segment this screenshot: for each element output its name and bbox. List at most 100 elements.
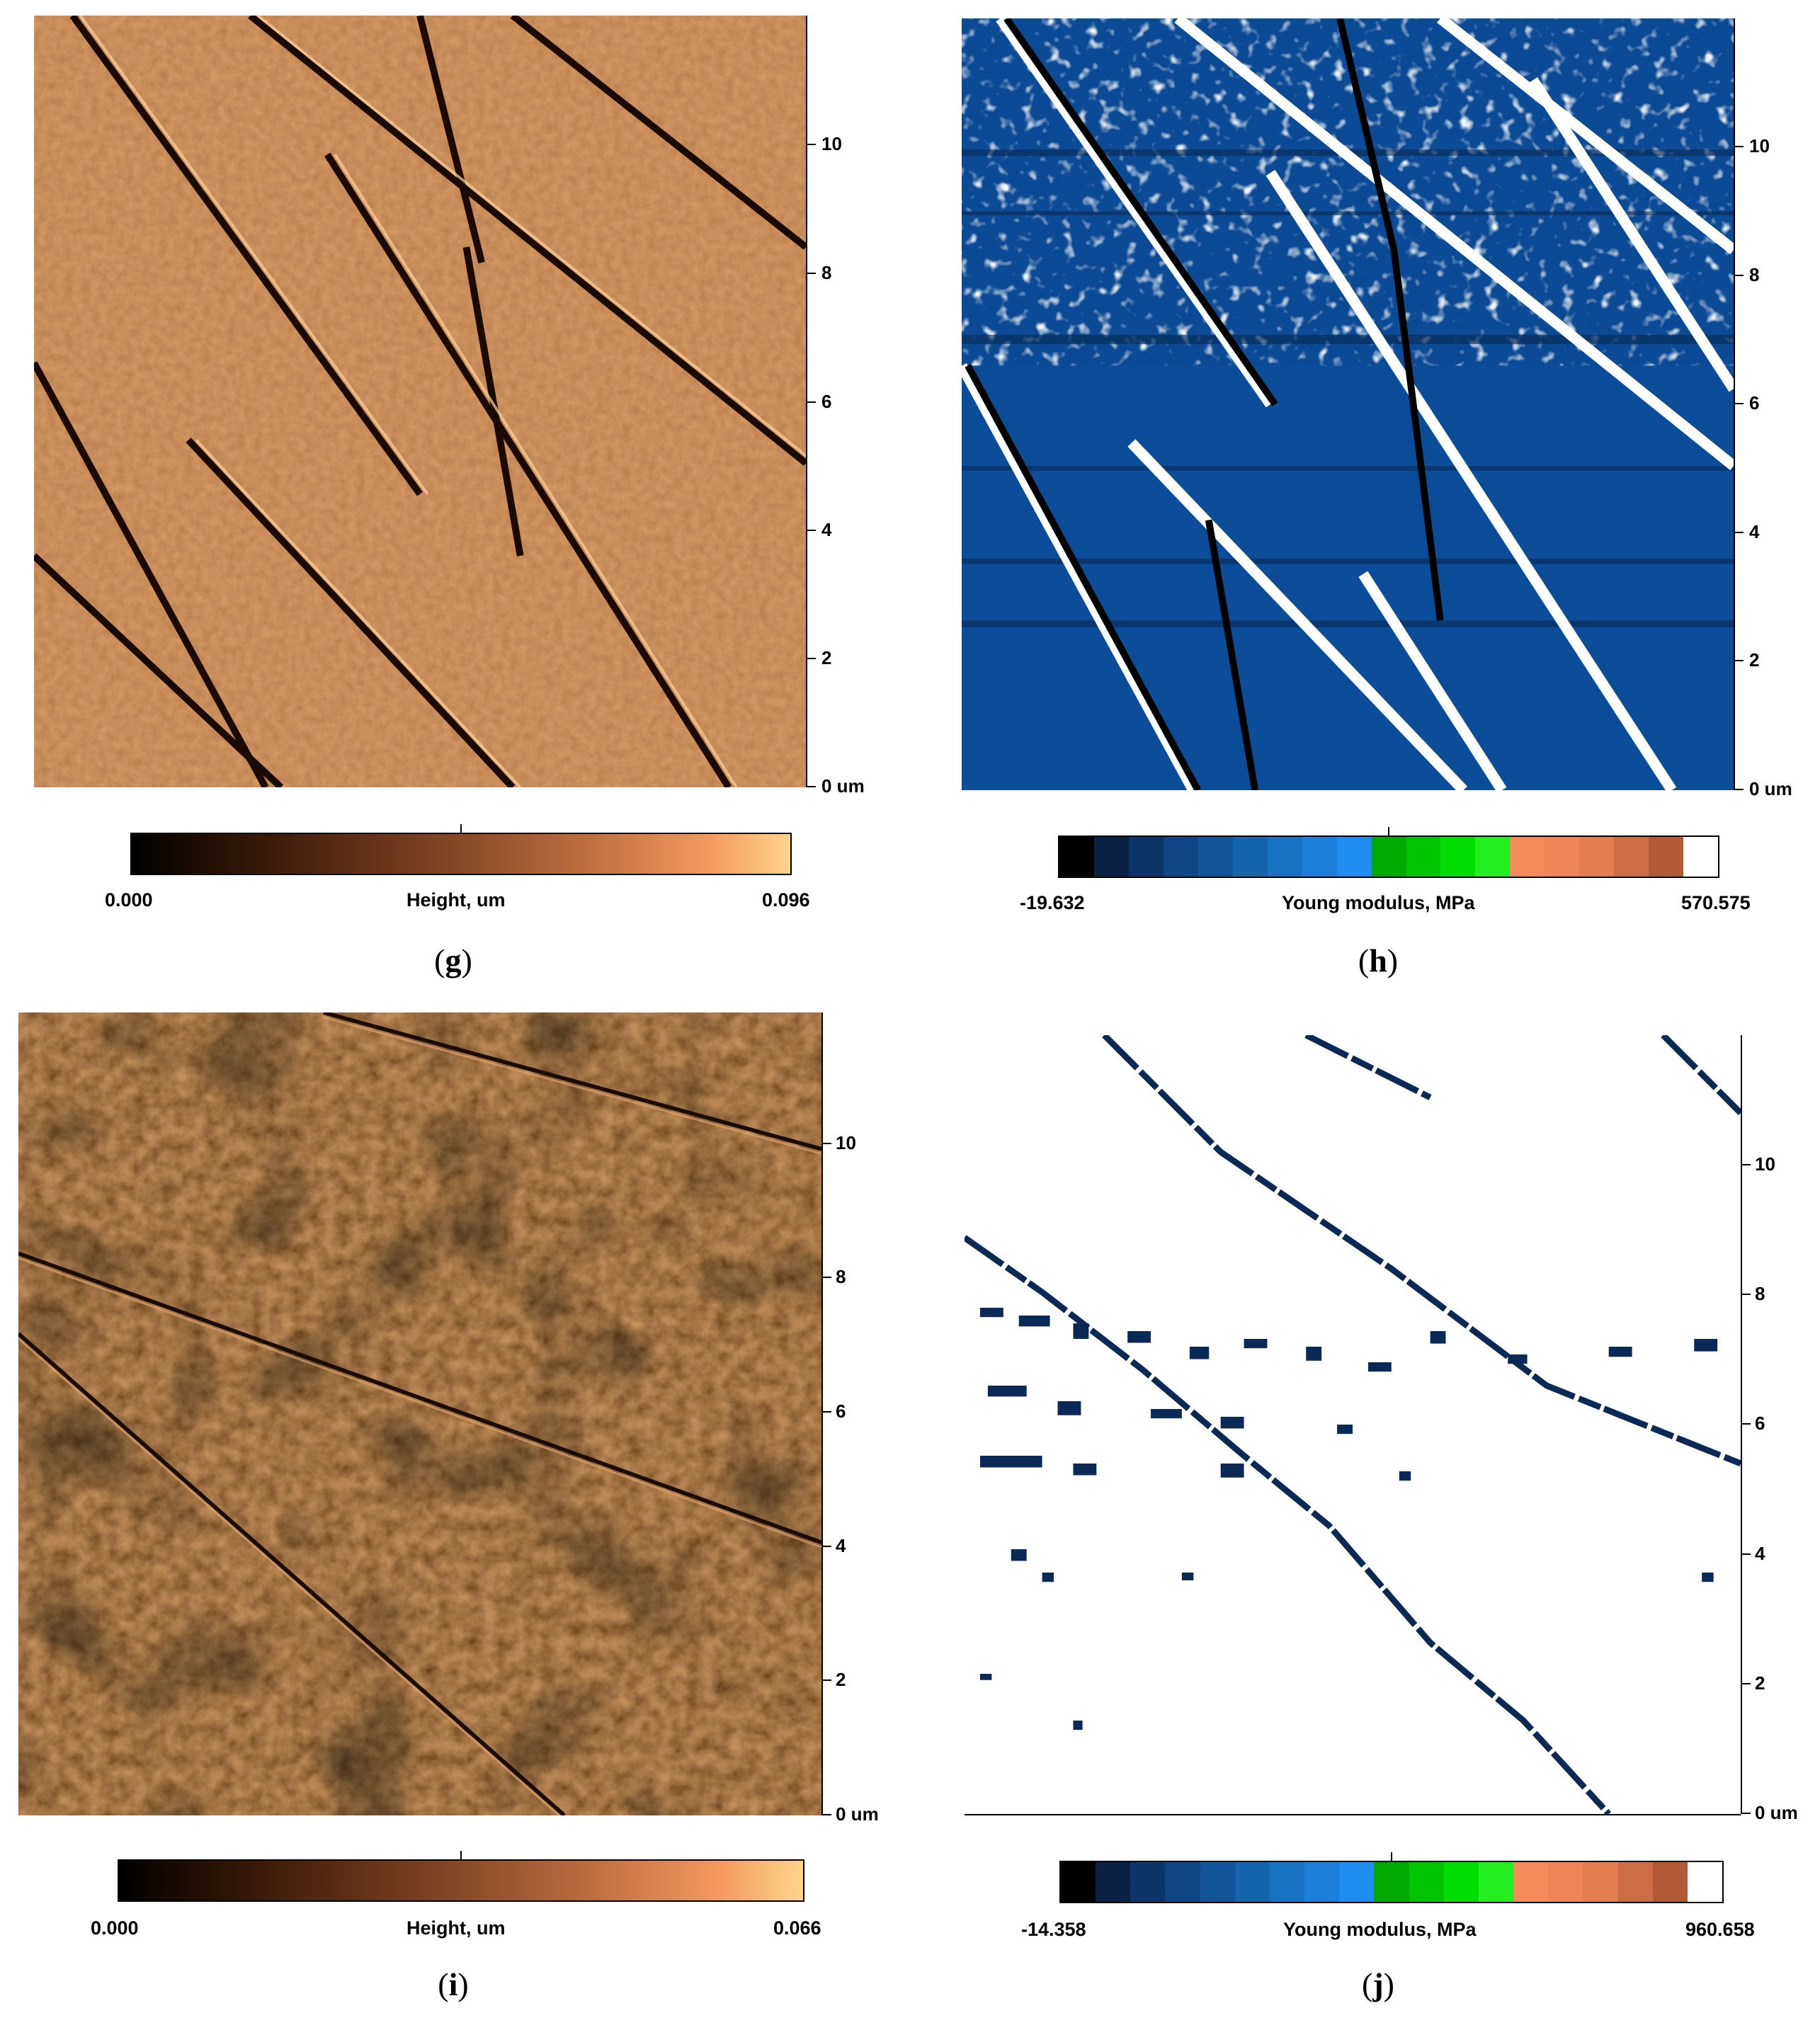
y-axis-i [821,1012,823,1815]
colorbar-min-h: -19.632 [1020,892,1085,913]
y-tick-label-j-0: 0 um [1755,1802,1798,1823]
y-tick-label-g-10: 10 [821,133,842,154]
y-tick-h-4 [1734,532,1744,533]
colorbar-label-i: Height, um [406,1917,506,1939]
y-tick-label-i-6: 6 [836,1401,846,1422]
colorbar-step [1683,837,1719,877]
colorbar-step [1617,1862,1653,1902]
y-tick-label-h-10: 10 [1749,135,1770,156]
colorbar-j [1059,1861,1724,1903]
y-tick-label-j-10: 10 [1755,1153,1775,1175]
colorbar-label-j: Young modulus, MPa [1283,1919,1477,1940]
y-tick-j-4 [1741,1553,1751,1555]
colorbar-step [1475,837,1511,877]
afm-height-image-g [34,16,806,787]
colorbar-g [130,833,792,875]
y-axis-h [1734,18,1735,790]
colorbar-step [1200,1862,1235,1902]
y-tick-label-j-8: 8 [1755,1283,1765,1304]
colorbar-step [1339,1862,1375,1902]
y-tick-g-6 [806,401,816,403]
colorbar-step [1232,837,1268,877]
colorbar-step [1409,1862,1444,1902]
colorbar-step [1304,1862,1340,1902]
colorbar-step [1336,837,1372,877]
colorbar-step [1234,1862,1270,1902]
y-tick-j-8 [1741,1294,1751,1295]
colorbar-step [1130,1862,1166,1902]
colorbar-step [1649,837,1684,877]
colorbar-mid-tick-i [460,1851,462,1861]
colorbar-steps-j [1061,1862,1722,1902]
colorbar-step [1440,837,1476,877]
afm-height-image-i [18,1012,821,1815]
y-tick-g-4 [806,530,816,531]
colorbar-step [1548,1862,1583,1902]
colorbar-step [1579,837,1615,877]
colorbar-step [1614,837,1649,877]
colorbar-max-j: 960.658 [1685,1919,1755,1940]
y-tick-label-g-0: 0 um [821,775,865,797]
y-tick-h-0 [1734,789,1744,790]
colorbar-step [1371,837,1406,877]
y-tick-j-10 [1741,1164,1751,1165]
colorbar-step [1163,837,1198,877]
y-tick-label-i-2: 2 [836,1669,846,1690]
colorbar-step [1513,1862,1549,1902]
colorbar-min-j: -14.358 [1021,1919,1086,1940]
caption-g: (g) [434,942,472,979]
y-tick-label-h-2: 2 [1749,649,1760,671]
colorbar-i [118,1859,804,1902]
y-tick-i-6 [821,1411,831,1413]
y-axis-j [1741,1035,1742,1814]
y-tick-h-10 [1734,146,1744,147]
colorbar-label-g: Height, um [406,889,506,911]
colorbar-max-i: 0.066 [773,1917,821,1939]
y-tick-i-0 [821,1814,831,1815]
y-tick-g-0 [806,786,816,787]
y-tick-j-6 [1741,1423,1751,1425]
colorbar-max-g: 0.096 [762,889,810,911]
colorbar-step [1096,1862,1131,1902]
y-tick-label-h-0: 0 um [1749,778,1792,799]
y-tick-g-10 [806,144,816,145]
young-modulus-map-j [965,1035,1741,1814]
y-tick-j-2 [1741,1683,1751,1684]
caption-j: (j) [1362,1966,1394,2002]
y-tick-label-j-2: 2 [1755,1672,1765,1694]
y-tick-label-g-2: 2 [821,647,832,668]
y-tick-label-h-8: 8 [1749,264,1760,285]
colorbar-step [1061,1862,1096,1902]
colorbar-steps-h [1059,837,1719,877]
y-tick-i-4 [821,1546,831,1547]
caption-h: (h) [1358,942,1399,979]
y-tick-label-g-4: 4 [821,519,832,540]
y-tick-label-j-6: 6 [1755,1413,1765,1434]
colorbar-min-i: 0.000 [91,1917,139,1939]
y-tick-label-g-6: 6 [821,391,832,412]
y-tick-label-h-6: 6 [1749,392,1760,413]
y-tick-g-2 [806,658,816,659]
colorbar-step [1267,837,1302,877]
y-tick-h-8 [1734,275,1744,276]
colorbar-mid-tick-j [1391,1852,1392,1862]
colorbar-step [1198,837,1233,877]
colorbar-step [1510,837,1545,877]
y-tick-label-i-10: 10 [836,1132,856,1153]
colorbar-step [1128,837,1164,877]
y-tick-label-i-8: 8 [836,1266,846,1287]
y-tick-label-j-4: 4 [1755,1543,1765,1564]
colorbar-mid-tick-g [460,824,462,834]
colorbar-step [1374,1862,1409,1902]
y-tick-i-8 [821,1277,831,1278]
colorbar-step [1583,1862,1618,1902]
colorbar-step [1059,837,1094,877]
colorbar-max-h: 570.575 [1681,892,1751,913]
colorbar-h [1058,835,1719,878]
y-tick-label-g-8: 8 [821,262,832,283]
colorbar-step [1652,1862,1688,1902]
caption-i: (i) [438,1966,469,2002]
colorbar-step [1093,837,1129,877]
y-tick-label-h-4: 4 [1749,521,1760,542]
y-tick-h-6 [1734,403,1744,404]
